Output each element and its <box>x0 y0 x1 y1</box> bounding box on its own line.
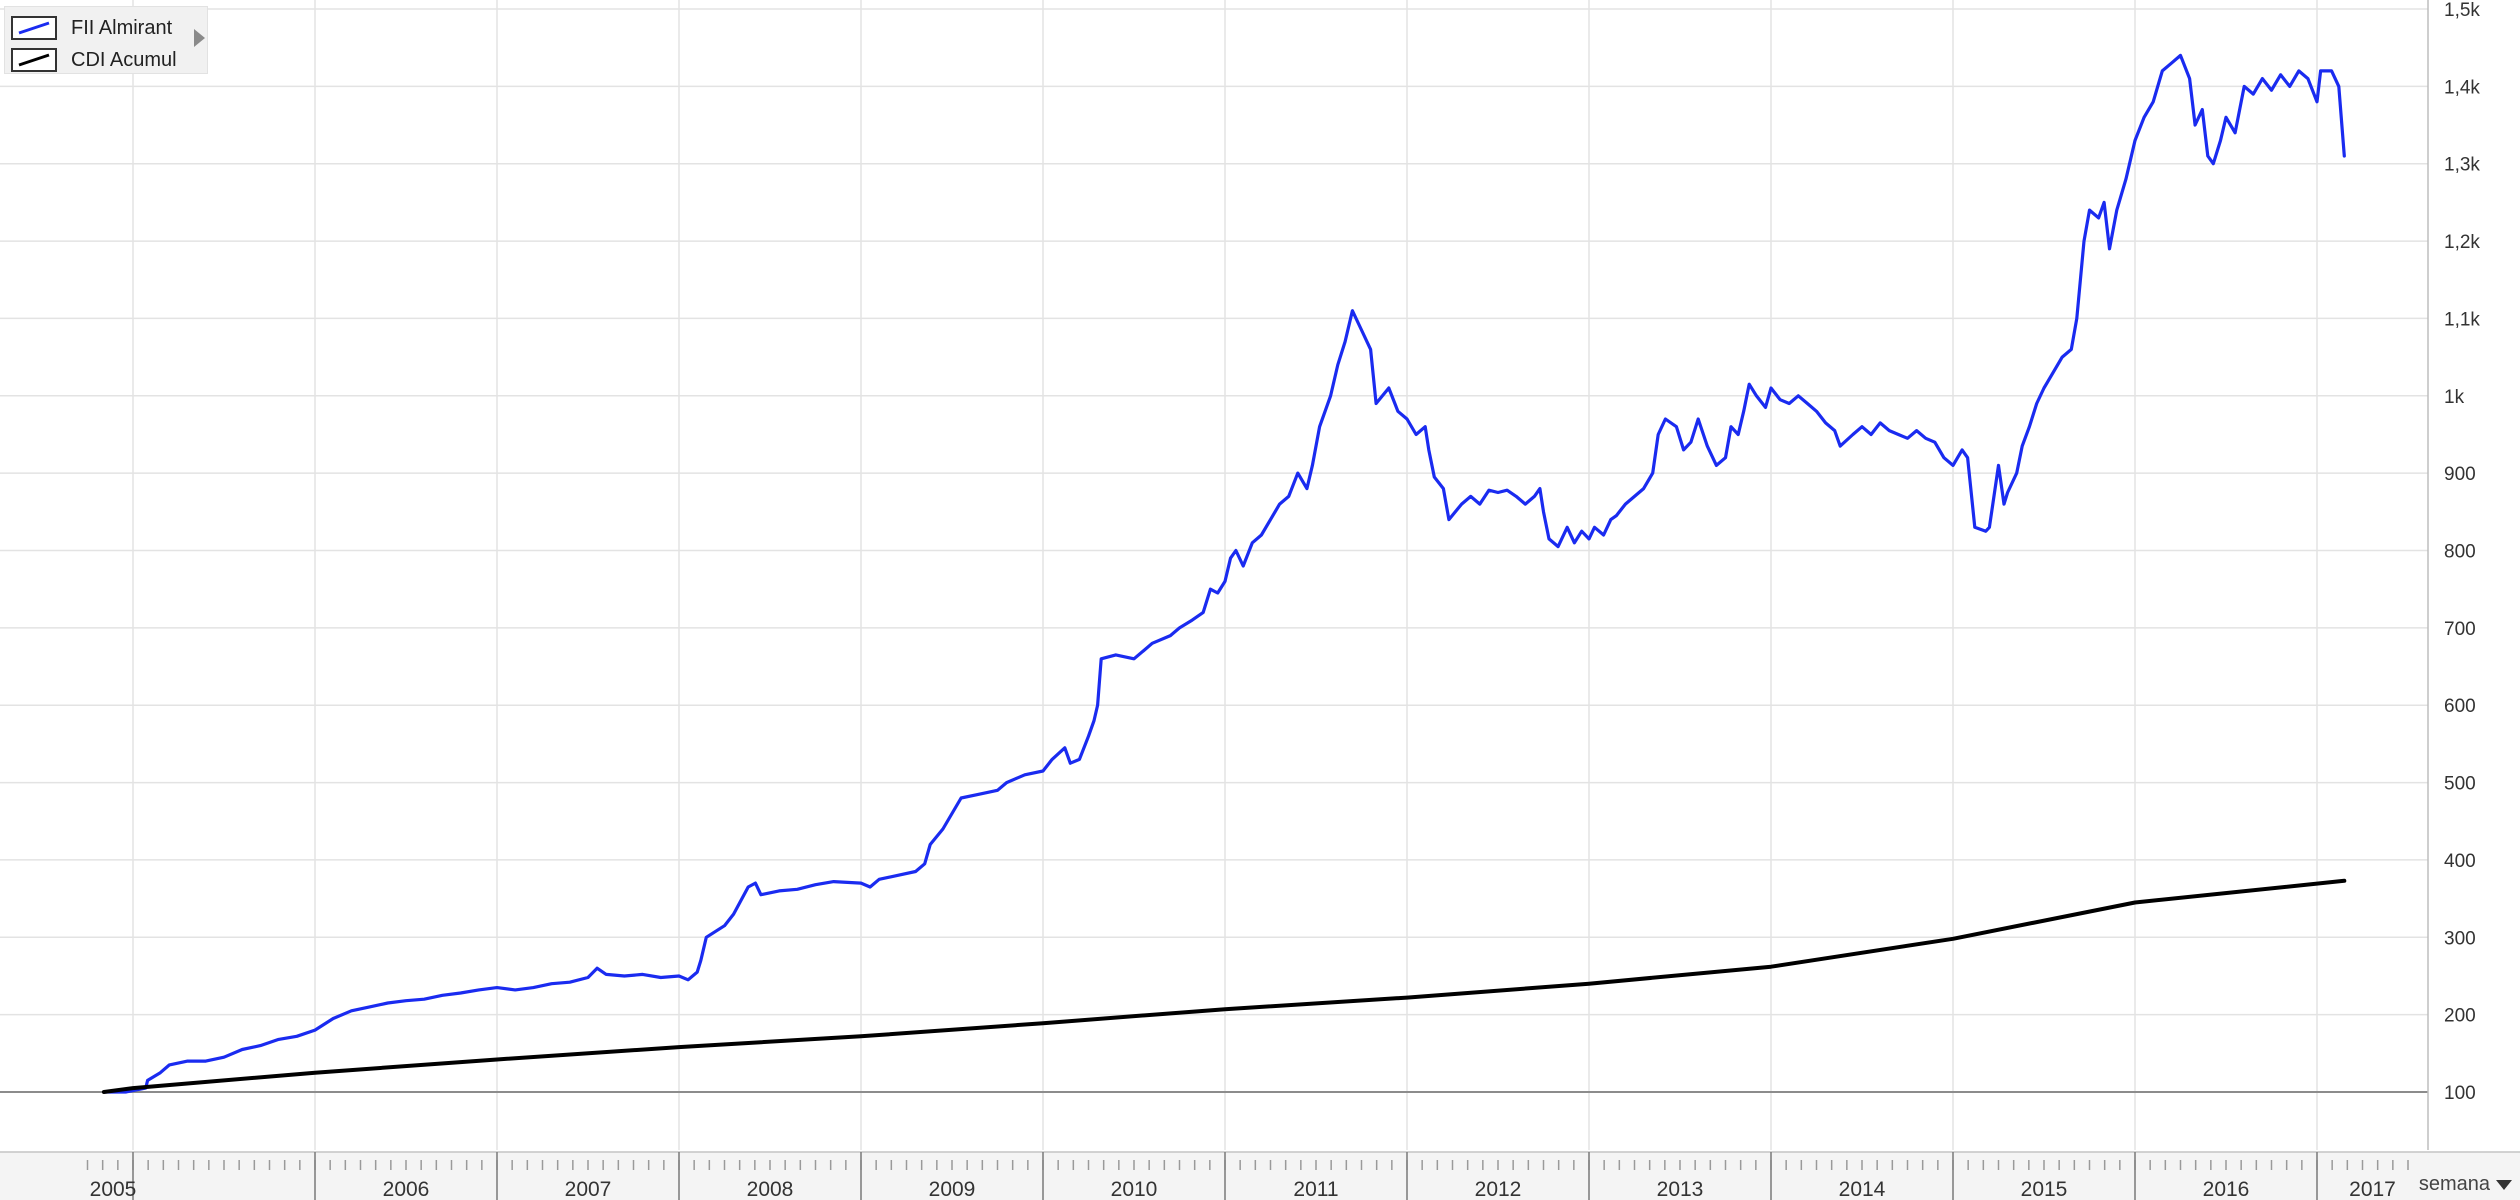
y-tick-label: 1,4k <box>2444 77 2480 98</box>
x-tick-label: 2008 <box>747 1178 794 1200</box>
x-tick-label: 2006 <box>383 1178 430 1200</box>
chevron-down-icon <box>2496 1179 2512 1190</box>
fii-almirant-swatch-icon <box>11 16 57 40</box>
x-tick-label: 2009 <box>929 1178 976 1200</box>
x-tick-label: 2012 <box>1475 1178 1522 1200</box>
series-line-fii-almirant <box>102 53 2346 1094</box>
x-tick-label: 2007 <box>565 1178 612 1200</box>
legend-label-cdi-acumul: CDI Acumul <box>71 48 177 71</box>
y-tick-label: 400 <box>2444 851 2476 872</box>
cdi-acumul-swatch-icon <box>11 48 57 72</box>
x-axis: 2005 2006 2007 2008 2009 2010 2011 2012 2013 2014… <box>0 1151 2520 1200</box>
series-lines <box>101 53 2347 1094</box>
x-tick-label: 2015 <box>2021 1178 2068 1200</box>
series-line-cdi-acumul <box>101 878 2347 1094</box>
legend-item-fii-almirant[interactable]: FII Almirant <box>11 15 172 41</box>
x-tick-label: 2011 <box>1293 1178 1338 1200</box>
y-tick-label: 1,1k <box>2444 309 2480 330</box>
y-tick-label: 1,2k <box>2444 232 2480 253</box>
y-tick-label: 1k <box>2444 387 2465 408</box>
legend-label-fii-almirant: FII Almirant <box>71 16 173 39</box>
legend: FII Almirant CDI Acumul <box>4 6 208 74</box>
x-tick-label: 2010 <box>1111 1178 1158 1200</box>
y-tick-label: 300 <box>2444 928 2476 949</box>
y-tick-label: 200 <box>2444 1006 2476 1027</box>
x-tick-label: 2017 <box>2349 1178 2396 1200</box>
gridlines <box>0 0 2428 1150</box>
period-selector[interactable]: semana <box>2419 1173 2512 1196</box>
period-selector-label: semana <box>2418 1173 2490 1195</box>
legend-item-cdi-acumul[interactable]: CDI Acumul <box>11 47 177 73</box>
y-tick-label: 500 <box>2444 774 2476 795</box>
y-tick-label: 1,3k <box>2444 155 2480 176</box>
y-tick-label: 900 <box>2444 464 2476 485</box>
x-tick-label: 2005 <box>90 1178 137 1200</box>
y-tick-label: 1,5k <box>2444 0 2480 21</box>
y-tick-label: 100 <box>2444 1083 2476 1104</box>
x-axis-band <box>0 1152 2520 1200</box>
y-tick-label: 600 <box>2444 696 2476 717</box>
x-tick-label: 2016 <box>2203 1178 2250 1200</box>
legend-expand-arrow-icon[interactable] <box>194 29 205 47</box>
y-axis-ticks: 100 200 300 400 500 600 700 800 900 1k 1,1k 1,2k 1,3… <box>2444 0 2480 1104</box>
x-tick-label: 2014 <box>1839 1178 1886 1200</box>
y-tick-label: 700 <box>2444 619 2476 640</box>
x-tick-label: 2013 <box>1657 1178 1704 1200</box>
y-tick-label: 800 <box>2444 542 2476 563</box>
